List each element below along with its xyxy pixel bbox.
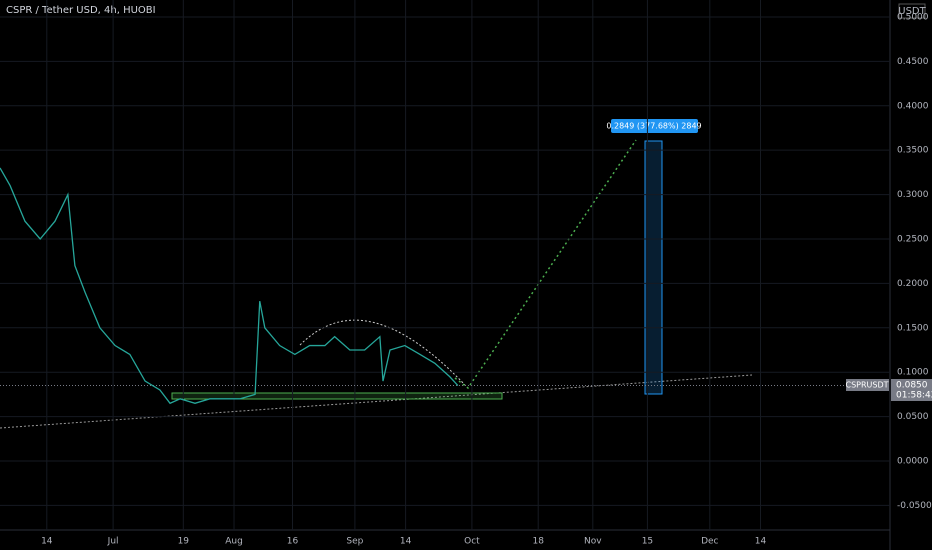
measure-label-box xyxy=(611,119,698,133)
x-tick-label: 14 xyxy=(400,537,412,547)
rounding-arc xyxy=(299,319,466,386)
x-tick-label: 14 xyxy=(41,537,53,547)
y-tick-label: 0.0000 xyxy=(897,456,929,466)
x-tick-label: 14 xyxy=(755,537,767,547)
measure-label: 0.2849 (377.68%) 2849 xyxy=(606,122,701,131)
countdown: 01:58:42 xyxy=(896,391,932,401)
x-tick-label: Nov xyxy=(584,537,602,547)
x-tick-label: 18 xyxy=(532,537,544,547)
x-tick-label: Jul xyxy=(107,537,119,547)
symbol-label: CSPRUSDT xyxy=(845,381,888,390)
x-tick-label: 15 xyxy=(642,537,653,547)
last-price: 0.0850 xyxy=(896,381,928,391)
support-zone xyxy=(171,392,503,400)
x-tick-label: Oct xyxy=(464,537,480,547)
last-price-box xyxy=(891,379,932,401)
trendline xyxy=(0,374,753,429)
y-tick-label: 0.2000 xyxy=(897,279,929,289)
measure-range xyxy=(644,140,663,395)
y-tick-label: 0.5000 xyxy=(897,12,929,22)
y-tick-label: 0.1500 xyxy=(897,323,929,333)
y-tick-label: 0.0500 xyxy=(897,412,929,422)
y-tick-label: 0.1000 xyxy=(897,368,929,378)
x-tick-label: 19 xyxy=(178,537,190,547)
x-tick-label: Aug xyxy=(225,537,243,547)
x-tick-label: Dec xyxy=(701,537,718,547)
price-line xyxy=(0,167,459,405)
y-tick-label: -0.0500 xyxy=(897,501,932,511)
projection-arrow xyxy=(454,139,637,390)
y-tick-label: 0.2500 xyxy=(897,234,929,244)
y-tick-label: 0.4500 xyxy=(897,57,929,67)
y-tick-label: 0.4000 xyxy=(897,101,929,111)
x-tick-label: 16 xyxy=(287,537,299,547)
symbol-box xyxy=(846,379,889,391)
currency: USDT xyxy=(898,6,926,17)
y-tick-label: 0.3500 xyxy=(897,146,929,156)
currency-box xyxy=(898,3,926,19)
chart-title: CSPR / Tether USD, 4h, HUOBI xyxy=(6,5,156,16)
y-tick-label: 0.3000 xyxy=(897,190,929,200)
x-tick-label: Sep xyxy=(346,537,363,547)
